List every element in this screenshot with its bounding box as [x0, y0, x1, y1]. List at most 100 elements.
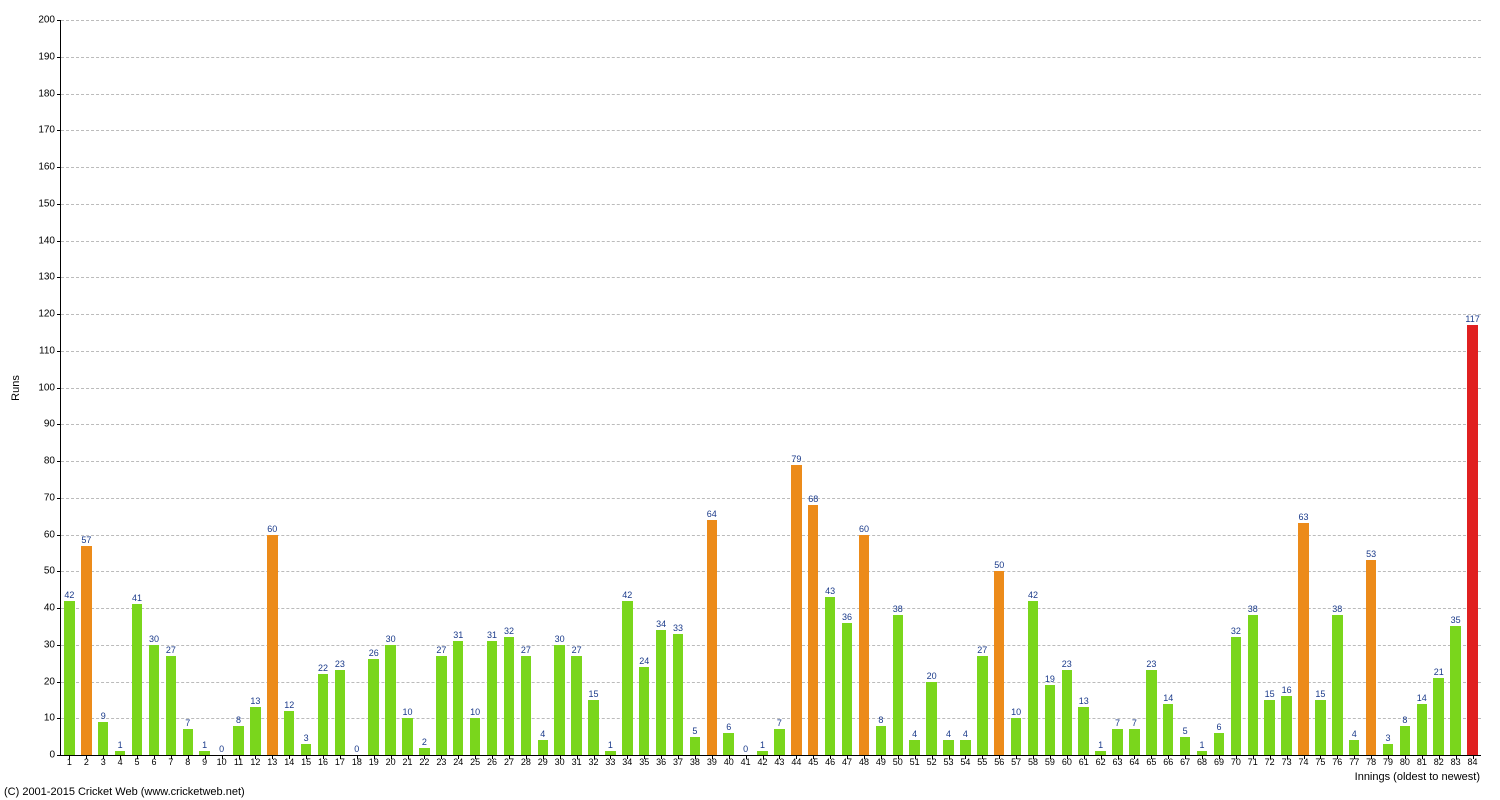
bar-value-label: 15 [1315, 689, 1325, 700]
x-tick-label: 8 [185, 755, 190, 767]
bar: 38 [1332, 615, 1342, 755]
bar: 31 [487, 641, 497, 755]
bar: 68 [808, 505, 818, 755]
bar-value-label: 60 [859, 524, 869, 535]
bar-value-label: 7 [185, 718, 190, 729]
bar-value-label: 117 [1465, 314, 1479, 325]
bar-value-label: 19 [1045, 674, 1055, 685]
x-tick-label: 64 [1129, 755, 1139, 767]
bar-value-label: 4 [912, 729, 917, 740]
bar: 22 [318, 674, 328, 755]
x-tick-label: 50 [893, 755, 903, 767]
bar-value-label: 8 [878, 715, 883, 726]
gridline [61, 424, 1481, 425]
bar: 42 [622, 601, 632, 755]
bar-value-label: 23 [1062, 659, 1072, 670]
bar-value-label: 1 [118, 740, 123, 751]
bar-value-label: 32 [504, 626, 514, 637]
x-tick-label: 36 [656, 755, 666, 767]
y-tick-mark [57, 241, 61, 242]
bar: 15 [588, 700, 598, 755]
bar: 4 [1349, 740, 1359, 755]
bar-value-label: 32 [1231, 626, 1241, 637]
x-tick-label: 72 [1265, 755, 1275, 767]
x-tick-label: 10 [217, 755, 227, 767]
bar: 19 [1045, 685, 1055, 755]
x-tick-label: 76 [1332, 755, 1342, 767]
gridline [61, 241, 1481, 242]
x-tick-label: 43 [774, 755, 784, 767]
bar: 8 [233, 726, 243, 755]
y-tick-mark [57, 204, 61, 205]
bar-value-label: 22 [318, 663, 328, 674]
y-tick-mark [57, 682, 61, 683]
x-tick-label: 34 [622, 755, 632, 767]
bar: 4 [960, 740, 970, 755]
bar-value-label: 57 [81, 535, 91, 546]
bar: 41 [132, 604, 142, 755]
bar-value-label: 20 [927, 671, 937, 682]
bar-value-label: 1 [1200, 740, 1205, 751]
x-tick-label: 24 [453, 755, 463, 767]
bar-value-label: 4 [1352, 729, 1357, 740]
bar: 79 [791, 465, 801, 755]
y-tick-mark [57, 130, 61, 131]
x-tick-label: 15 [301, 755, 311, 767]
bar-value-label: 31 [487, 630, 497, 641]
bar-value-label: 9 [101, 711, 106, 722]
y-tick-mark [57, 461, 61, 462]
x-tick-label: 20 [386, 755, 396, 767]
x-tick-label: 27 [504, 755, 514, 767]
x-tick-label: 84 [1468, 755, 1478, 767]
x-tick-label: 83 [1451, 755, 1461, 767]
bar-value-label: 15 [1265, 689, 1275, 700]
x-tick-label: 3 [101, 755, 106, 767]
x-tick-label: 18 [352, 755, 362, 767]
bar-value-label: 34 [656, 619, 666, 630]
gridline [61, 130, 1481, 131]
x-tick-label: 30 [555, 755, 565, 767]
bar-value-label: 13 [250, 696, 260, 707]
bar: 42 [1028, 601, 1038, 755]
bar-value-label: 7 [1115, 718, 1120, 729]
bar-value-label: 30 [555, 634, 565, 645]
x-tick-label: 2 [84, 755, 89, 767]
bar-value-label: 10 [470, 707, 480, 718]
y-tick-mark [57, 388, 61, 389]
bar: 15 [1315, 700, 1325, 755]
bar-value-label: 53 [1366, 549, 1376, 560]
gridline [61, 314, 1481, 315]
x-tick-label: 14 [284, 755, 294, 767]
y-tick-mark [57, 498, 61, 499]
x-tick-label: 69 [1214, 755, 1224, 767]
x-tick-label: 47 [842, 755, 852, 767]
bar: 32 [1231, 637, 1241, 755]
bar: 6 [1214, 733, 1224, 755]
gridline [61, 461, 1481, 462]
x-axis-title: Innings (oldest to newest) [1355, 771, 1480, 783]
bar-value-label: 43 [825, 586, 835, 597]
bar-value-label: 1 [760, 740, 765, 751]
x-tick-label: 9 [202, 755, 207, 767]
x-tick-label: 4 [118, 755, 123, 767]
bar: 23 [1146, 670, 1156, 755]
gridline [61, 277, 1481, 278]
bar-value-label: 3 [304, 733, 309, 744]
y-axis-title: Runs [10, 375, 22, 401]
gridline [61, 167, 1481, 168]
bar: 4 [909, 740, 919, 755]
x-tick-label: 48 [859, 755, 869, 767]
bar-value-label: 7 [777, 718, 782, 729]
bar-value-label: 14 [1417, 693, 1427, 704]
x-tick-label: 59 [1045, 755, 1055, 767]
bar: 38 [1248, 615, 1258, 755]
bar: 57 [81, 546, 91, 755]
x-tick-label: 53 [943, 755, 953, 767]
bar: 10 [402, 718, 412, 755]
bar: 5 [1180, 737, 1190, 755]
bar-value-label: 27 [436, 645, 446, 656]
y-tick-mark [57, 57, 61, 58]
bar: 23 [335, 670, 345, 755]
bar-value-label: 60 [267, 524, 277, 535]
x-tick-label: 70 [1231, 755, 1241, 767]
